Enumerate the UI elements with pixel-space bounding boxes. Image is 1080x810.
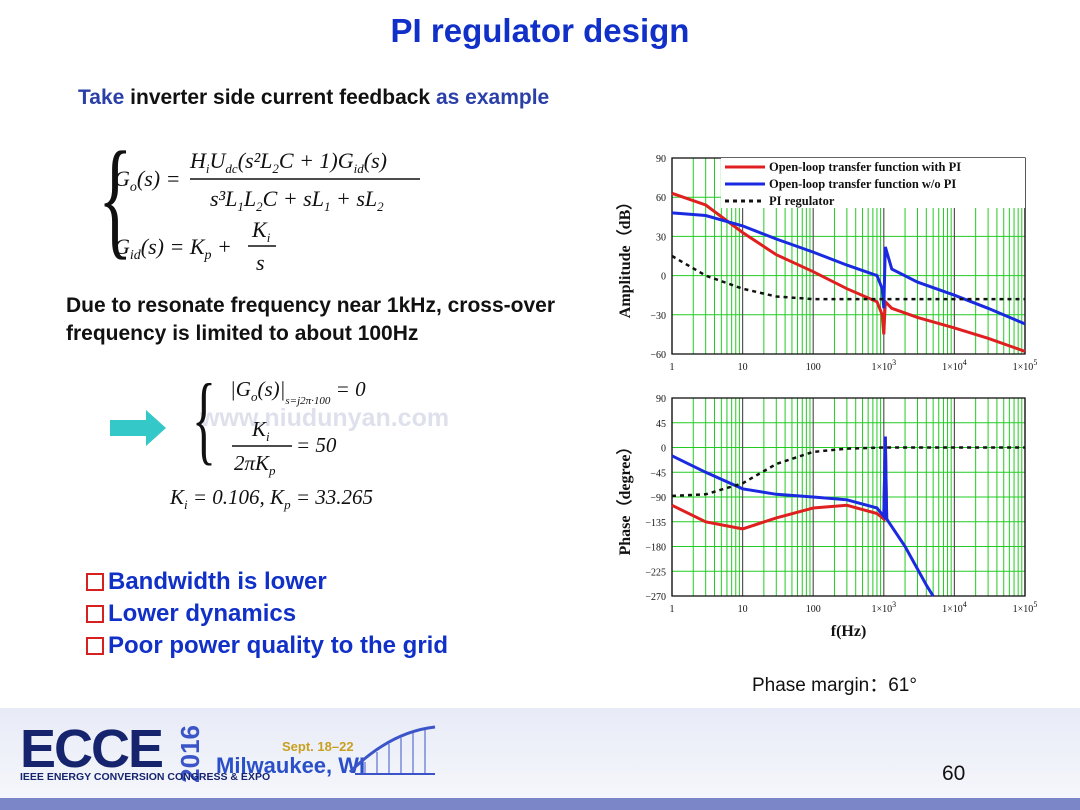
x-tick-label: 1×105 (1013, 600, 1038, 615)
svg-text:= 50: = 50 (296, 433, 337, 457)
svg-text:s³L1L2C + sL1 + sL2: s³L1L2C + sL1 + sL2 (210, 186, 384, 214)
series-line (671, 436, 889, 531)
y-tick-label: −90 (650, 493, 666, 504)
right-arrow-icon (110, 410, 166, 446)
x-tick-label: 1×104 (942, 600, 967, 615)
slide-subtitle: Take inverter side current feedback as e… (78, 86, 549, 110)
svg-text:Go(s) =: Go(s) = (114, 166, 180, 195)
y-tick-label: −270 (645, 592, 666, 603)
legend-label: PI regulator (769, 194, 835, 208)
x-tick-label: 100 (806, 604, 821, 615)
subtitle-take: Take (78, 86, 125, 109)
bullet-item: Bandwidth is lower (86, 566, 448, 598)
svg-text:HiUdc(s²L2C + 1)Gid(s): HiUdc(s²L2C + 1)Gid(s) (189, 148, 387, 176)
page-number: 60 (942, 762, 966, 785)
phase-margin-label: Phase margin：61° (752, 675, 917, 696)
footer-stripe (0, 798, 1080, 810)
y-tick-label: −60 (650, 350, 666, 361)
y-tick-label: 0 (661, 272, 666, 283)
svg-text:2πKp: 2πKp (234, 451, 276, 478)
svg-text:{: { (98, 132, 133, 271)
conference-city: Milwaukee, WI (216, 753, 366, 778)
bullet-text: Bandwidth is lower (108, 568, 327, 595)
y-tick-label: 45 (656, 419, 666, 430)
series-line (671, 191, 1026, 353)
svg-text:Ki: Ki (251, 217, 271, 245)
svg-text:Ki = 0.106, Kp = 33.265: Ki = 0.106, Kp = 33.265 (169, 485, 373, 512)
bullet-list: Bandwidth is lower Lower dynamics Poor p… (86, 566, 448, 662)
svg-text:{: { (192, 370, 216, 475)
bullet-text: Lower dynamics (108, 600, 297, 627)
y-tick-label: −180 (645, 543, 666, 554)
x-tick-label: 1×103 (871, 358, 896, 373)
bullet-item: Lower dynamics (86, 598, 448, 630)
series-line (671, 446, 1025, 498)
y-tick-label: −225 (645, 567, 666, 578)
y-tick-label: 90 (656, 154, 666, 165)
x-tick-label: 1×105 (1013, 358, 1038, 373)
conference-dates: Sept. 18–22 (282, 739, 354, 754)
series-line (671, 436, 935, 597)
y-tick-label: 60 (656, 193, 666, 204)
y-tick-label: −135 (645, 518, 666, 529)
subtitle-example: as example (435, 86, 550, 109)
svg-text:|Go(s)|s=j2π·100 = 0: |Go(s)|s=j2π·100 = 0 (230, 377, 366, 407)
legend-label: Open-loop transfer function w/o PI (769, 177, 956, 191)
x-tick-label: 1 (670, 604, 675, 615)
checkbox-square-icon (86, 637, 104, 655)
bullet-text: Poor power quality to the grid (108, 632, 449, 659)
resonance-paragraph: Due to resonate frequency near 1kHz, cro… (66, 294, 556, 345)
slide-title: PI regulator design (390, 12, 690, 49)
x-axis-label: f(Hz) (831, 623, 867, 640)
ecce-org: IEEE ENERGY CONVERSION CONGRESS & EXPO (20, 771, 271, 783)
bullet-item: Poor power quality to the grid (86, 630, 448, 662)
y-axis-label: Phase（degree） (616, 438, 634, 555)
y-tick-label: 30 (656, 232, 666, 243)
series-line (671, 211, 1026, 326)
series-line (671, 254, 1025, 301)
bridge-icon (348, 725, 436, 775)
watermark: www.niudunyan.com (200, 404, 450, 432)
svg-text:s: s (256, 250, 265, 275)
y-tick-label: 0 (661, 444, 666, 455)
checkbox-square-icon (86, 605, 104, 623)
checkbox-square-icon (86, 573, 104, 591)
x-tick-label: 1 (670, 362, 675, 373)
x-tick-label: 100 (806, 362, 821, 373)
footer-banner (0, 708, 1080, 810)
x-tick-label: 10 (738, 604, 748, 615)
equation-system-1: { Go(s) = HiUdc(s²L2C + 1)Gid(s) s³L1L2C… (98, 132, 420, 275)
plot-frame (671, 397, 1026, 597)
x-tick-label: 1×103 (871, 600, 896, 615)
svg-text:Ki: Ki (251, 417, 270, 444)
ecce-logo: ECCE (20, 719, 164, 779)
legend-label: Open-loop transfer function with PI (769, 160, 961, 174)
subtitle-main: inverter side current feedback (130, 86, 431, 109)
y-tick-label: 90 (656, 394, 666, 405)
x-tick-label: 1×104 (942, 358, 967, 373)
x-tick-label: 10 (738, 362, 748, 373)
legend-box (721, 158, 1025, 208)
y-tick-label: −30 (650, 311, 666, 322)
equation-system-2: { |Go(s)|s=j2π·100 = 0 Ki 2πKp = 50 Ki =… (169, 370, 373, 512)
y-axis-label: Amplitude（dB） (616, 194, 634, 318)
y-tick-label: −45 (650, 468, 666, 479)
